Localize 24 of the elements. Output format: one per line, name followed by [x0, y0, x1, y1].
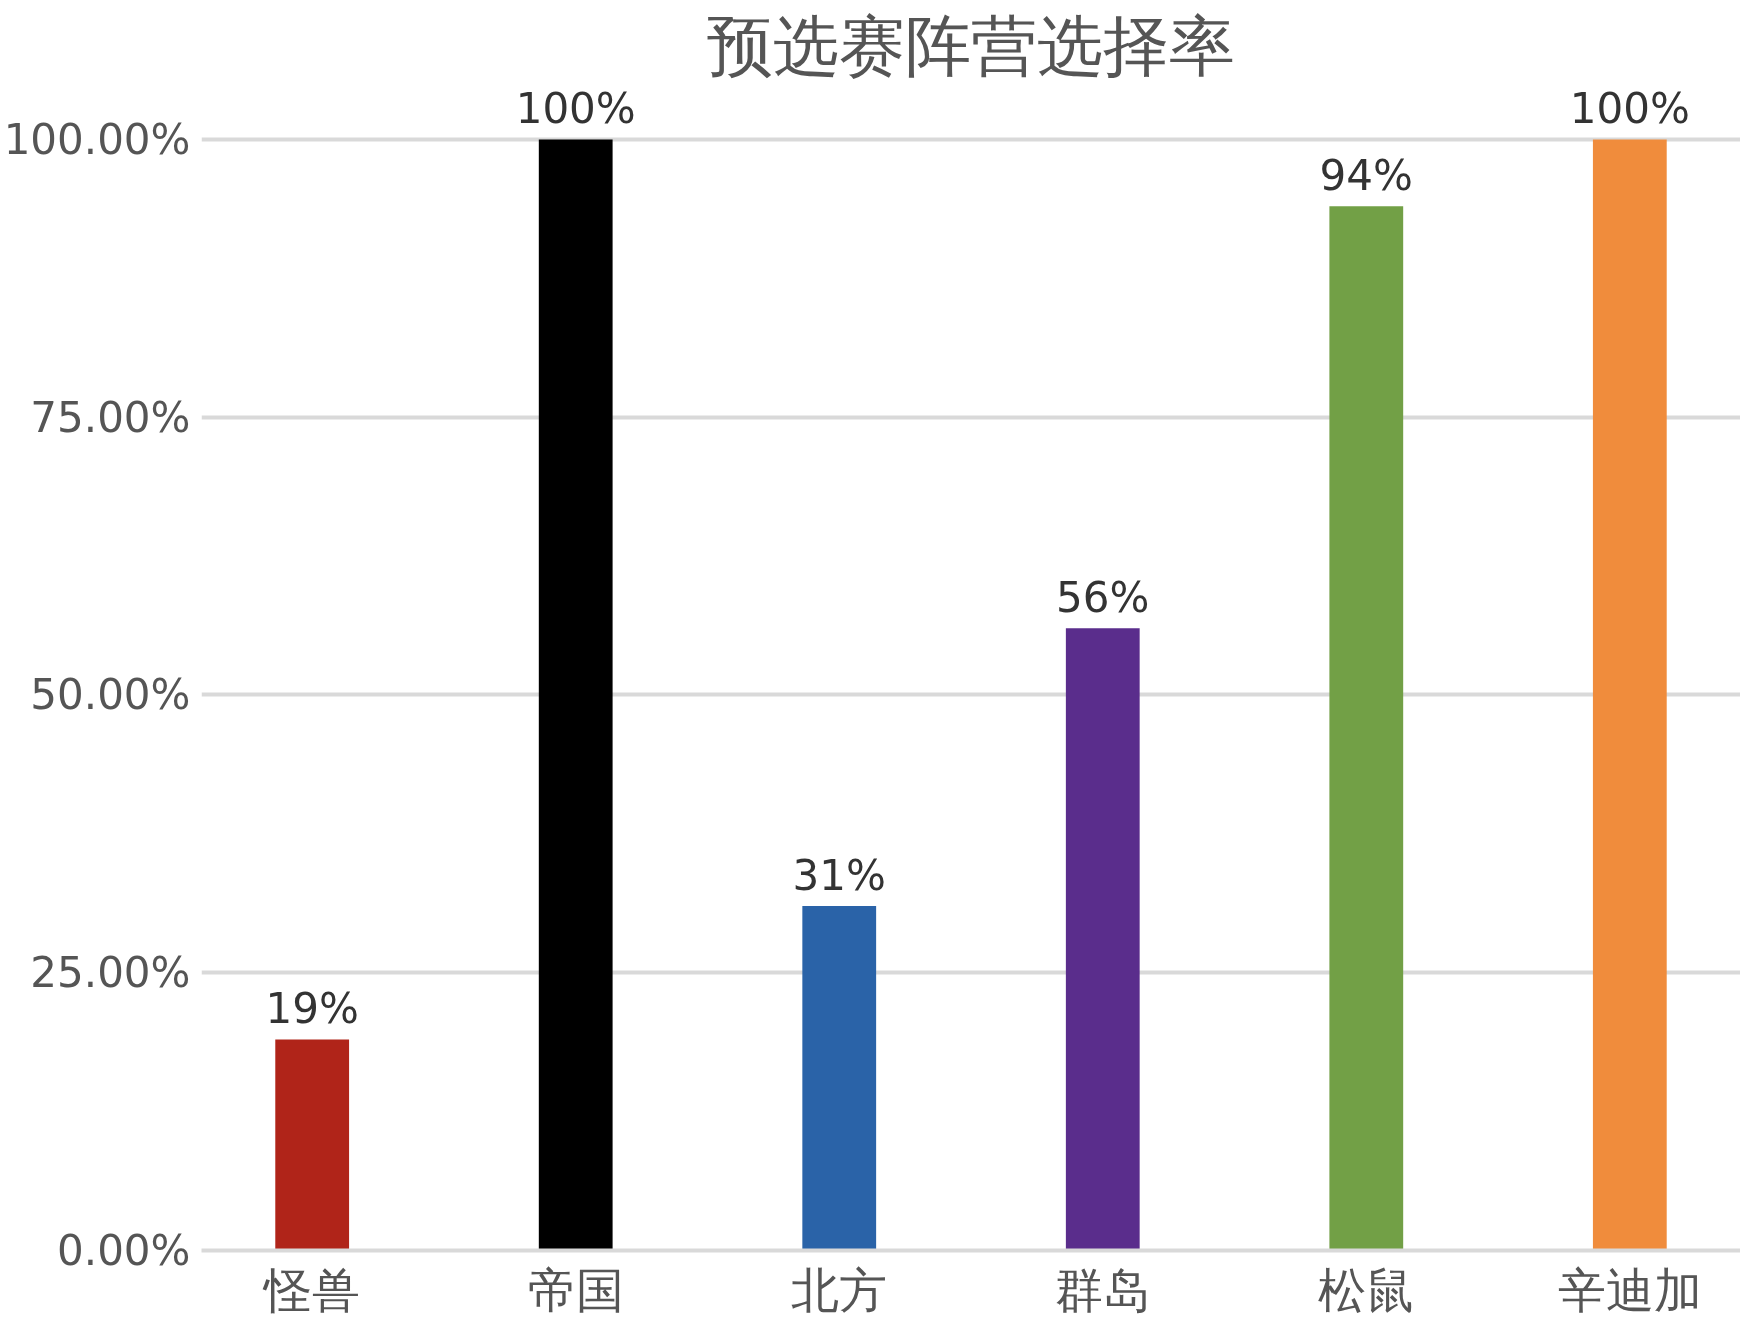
data-label: 56% [1056, 573, 1150, 623]
y-tick-label: 75.00% [30, 392, 191, 442]
chart-title: 预选赛阵营选择率 [707, 7, 1235, 85]
y-tick-label: 50.00% [30, 670, 191, 720]
x-tick-label: 群岛 [1054, 1261, 1151, 1318]
bar [275, 1039, 350, 1251]
bar [1329, 206, 1404, 1251]
data-label: 100% [515, 84, 636, 134]
x-tick-label: 帝国 [527, 1261, 624, 1318]
bar [1592, 139, 1667, 1251]
bar [1065, 628, 1140, 1251]
x-tick-label: 松鼠 [1318, 1261, 1415, 1318]
x-tick-label: 北方 [791, 1261, 888, 1318]
x-tick-label: 怪兽 [262, 1261, 361, 1318]
y-tick-label: 100.00% [3, 115, 191, 164]
y-tick-label: 0.00% [57, 1226, 191, 1275]
data-label: 100% [1569, 84, 1690, 134]
bar [538, 139, 613, 1251]
bar [802, 906, 877, 1251]
x-tick-label: 辛迪加 [1557, 1261, 1702, 1318]
data-label: 19% [265, 984, 359, 1034]
y-tick-label: 25.00% [30, 948, 191, 998]
data-label: 94% [1319, 151, 1413, 201]
data-label: 31% [792, 851, 886, 901]
